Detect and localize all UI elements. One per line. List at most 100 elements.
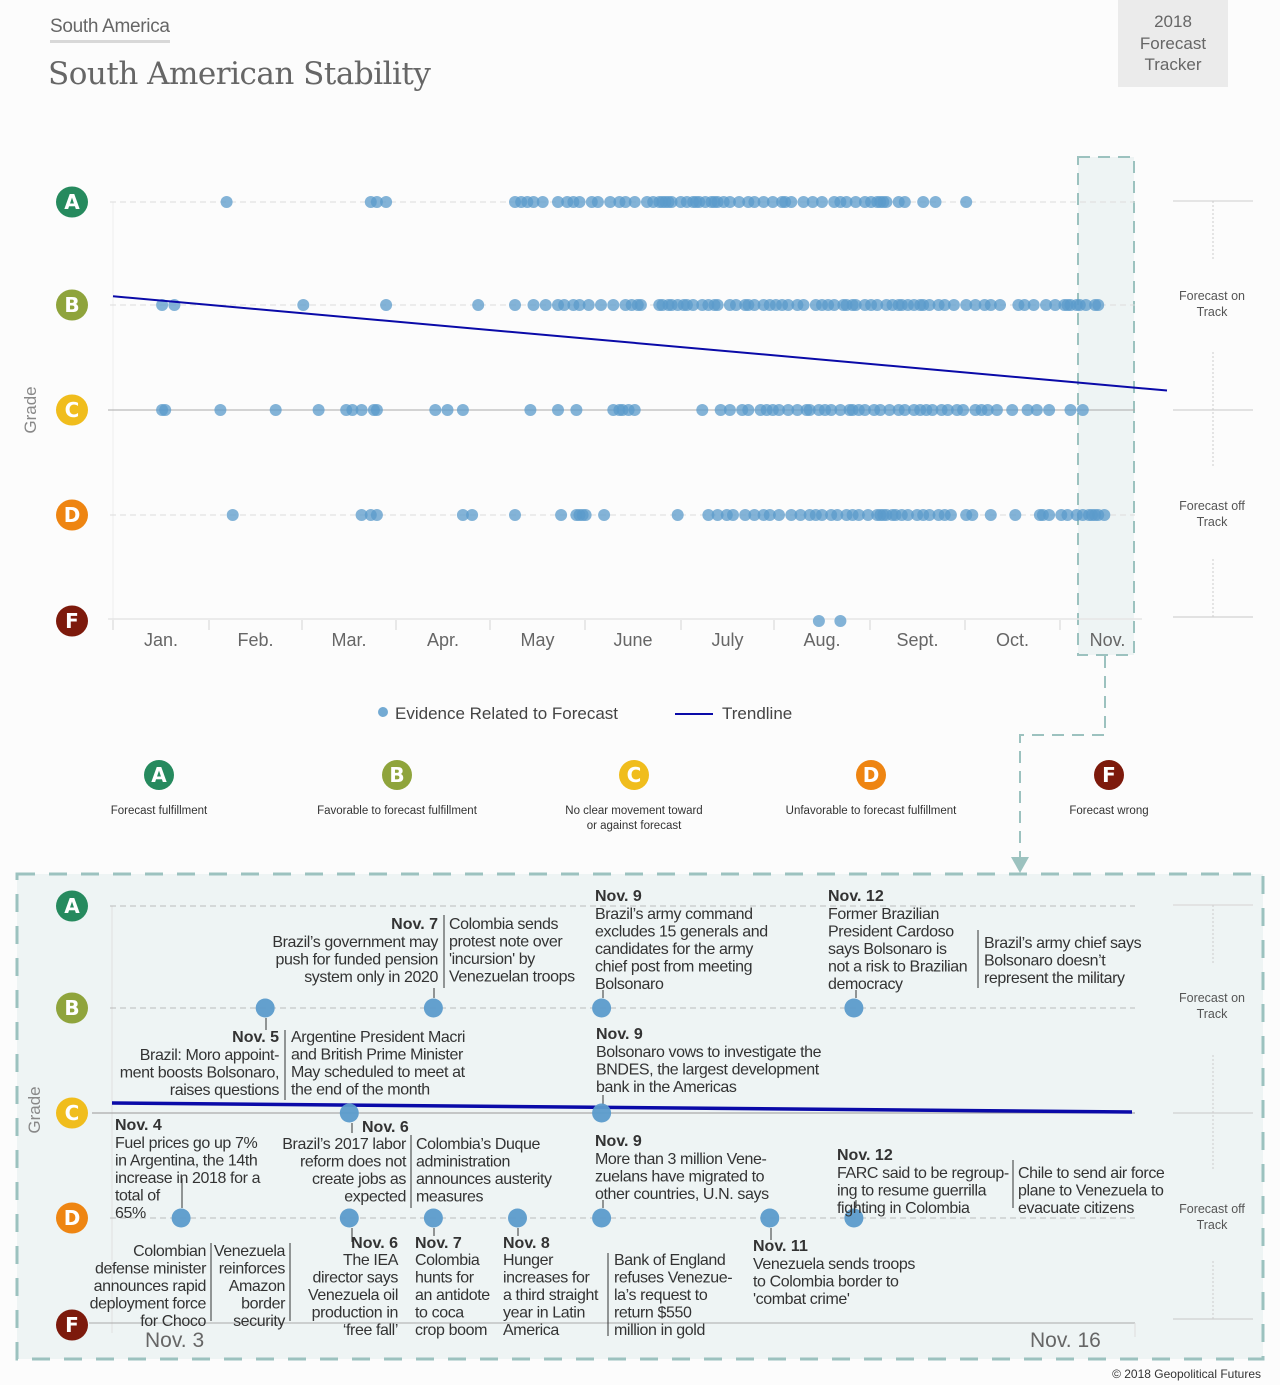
annotation-date: Nov. 5 <box>232 1029 279 1046</box>
evidence-dot-f <box>834 615 847 627</box>
evidence-dot-a <box>929 196 942 208</box>
evidence-dot-b <box>687 299 700 311</box>
annotation-line: plane to Venezuela to <box>1018 1183 1164 1200</box>
evidence-dot-c <box>874 404 887 416</box>
grade-a-icon: A <box>56 186 88 218</box>
evidence-dot-c <box>941 404 954 416</box>
trendline <box>112 295 1168 392</box>
annotation-line: Venezuela sends troops <box>753 1256 915 1273</box>
grade-badge-letter: F <box>65 609 79 633</box>
annotation-line: Brazil’s army chief says <box>984 935 1142 952</box>
grade-b-icon: B <box>56 289 88 321</box>
annotation-line: crop boom <box>415 1322 487 1339</box>
evidence-dot-c <box>791 404 804 416</box>
evidence-dot-c <box>981 404 994 416</box>
evidence-dot-a <box>665 196 678 208</box>
evidence-dot-c <box>1064 404 1077 416</box>
annotation-line: reform does not <box>300 1154 407 1171</box>
annotation-date: Nov. 6 <box>362 1119 409 1136</box>
grade-badge-letter: D <box>64 1206 81 1230</box>
grade-legend-text: No clear movement toward or against fore… <box>524 804 744 834</box>
evidence-dot-c <box>524 404 537 416</box>
annotation-line: evacuate citizens <box>1018 1200 1134 1217</box>
annotation-line: The IEA <box>343 1252 399 1269</box>
grade-legend-text: Favorable to forecast fulfillment <box>317 805 477 817</box>
annotation-line: and British Prime Minister <box>291 1047 464 1064</box>
annotation-line: Venezuelan troops <box>449 969 575 986</box>
evidence-dot-b <box>558 299 571 311</box>
grade-legend-text: Forecast fulfillment <box>110 805 208 817</box>
annotation-line: Former Brazilian <box>828 906 939 923</box>
evidence-dot-c <box>456 404 469 416</box>
evidence-dot-b <box>782 299 795 311</box>
evidence-dot-d <box>923 509 936 521</box>
evidence-dot-c <box>825 404 838 416</box>
x-tick-label: Jan. <box>144 630 178 650</box>
evidence-dot-a <box>748 196 761 208</box>
annotation-line: Brazil’s army command <box>595 906 753 923</box>
main-chart: Grade Jan. Feb. Mar. Apr. May June July Aug. Sep… <box>21 156 1253 723</box>
x-tick-label: Apr. <box>427 630 459 650</box>
detail-evidence-dot <box>255 998 275 1018</box>
annotation-line: to Colombia border to <box>753 1274 899 1291</box>
evidence-dot-a <box>766 196 779 208</box>
evidence-dot-a <box>917 196 930 208</box>
grade-badge-circle <box>56 186 88 218</box>
evidence-dot-c <box>1076 404 1089 416</box>
annotation-line: administration <box>416 1154 510 1171</box>
annotation-line: total of <box>115 1188 161 1205</box>
evidence-dot-d <box>748 509 761 521</box>
annotation-line: push for funded pension <box>276 952 439 969</box>
detail-highlight-box <box>15 872 1265 1361</box>
evidence-dot-c <box>429 404 442 416</box>
grade-c-icon: C <box>56 1097 88 1129</box>
evidence-dot-b <box>1079 299 1092 311</box>
evidence-dot-d <box>671 509 684 521</box>
grade-badge-circle <box>56 890 88 922</box>
detail-evidence-dot <box>760 1208 780 1228</box>
section-kicker[interactable]: South America <box>50 16 170 43</box>
grade-badge-circle <box>56 1097 88 1129</box>
evidence-dot-a <box>733 196 746 208</box>
evidence-dot-a <box>806 196 819 208</box>
evidence-dot-b <box>634 299 647 311</box>
badge-line: 2018 <box>1154 12 1192 31</box>
grade-a-icon: A <box>56 890 88 922</box>
evidence-dot-a <box>880 196 893 208</box>
annotation-date: Nov. 12 <box>828 888 884 905</box>
legend-evidence-label: Evidence Related to Forecast <box>395 704 618 723</box>
evidence-dot-b <box>607 299 620 311</box>
annotation-line: President Cardoso <box>828 924 954 941</box>
detail-trendline <box>111 1101 1133 1114</box>
evidence-dot-a <box>757 196 770 208</box>
grade-c-icon: C <box>56 394 88 426</box>
evidence-dot-c <box>214 404 227 416</box>
evidence-dot-a <box>816 196 828 208</box>
annotation-line: America <box>503 1322 559 1339</box>
grade-badge-circle <box>56 1202 88 1234</box>
annotation-line: Colombia sends <box>449 916 559 933</box>
evidence-dot-d <box>466 509 479 521</box>
grade-badge-circle <box>56 992 88 1024</box>
evidence-dot-d <box>456 509 469 521</box>
annotation-date: Nov. 7 <box>391 916 438 933</box>
page-title: South American Stability <box>48 56 431 92</box>
annotation-line: chief post from meeting <box>595 959 752 976</box>
annotation-date: Nov. 9 <box>596 1026 643 1043</box>
evidence-dot-d <box>852 509 865 521</box>
annotation-line: announces rapid <box>94 1278 206 1295</box>
evidence-dot-d <box>966 509 979 521</box>
annotation-line: deployment force <box>90 1296 207 1313</box>
evidence-dot-a <box>797 196 810 208</box>
evidence-dot-d <box>702 509 715 521</box>
evidence-dot-a <box>536 196 549 208</box>
annotation-line: a third straight <box>503 1287 599 1304</box>
evidence-dot-d <box>901 509 914 521</box>
evidence-dot-c <box>570 404 583 416</box>
annotation-line: increases for <box>503 1270 590 1287</box>
evidence-dot-d <box>226 509 239 521</box>
detail-evidence-dot <box>844 1208 864 1228</box>
annotation-line: Argentine President Macri <box>291 1029 465 1046</box>
grade-badge-circle <box>56 394 88 426</box>
grade-legend: A Forecast fulfillment B Favorable to fo… <box>0 760 1280 850</box>
